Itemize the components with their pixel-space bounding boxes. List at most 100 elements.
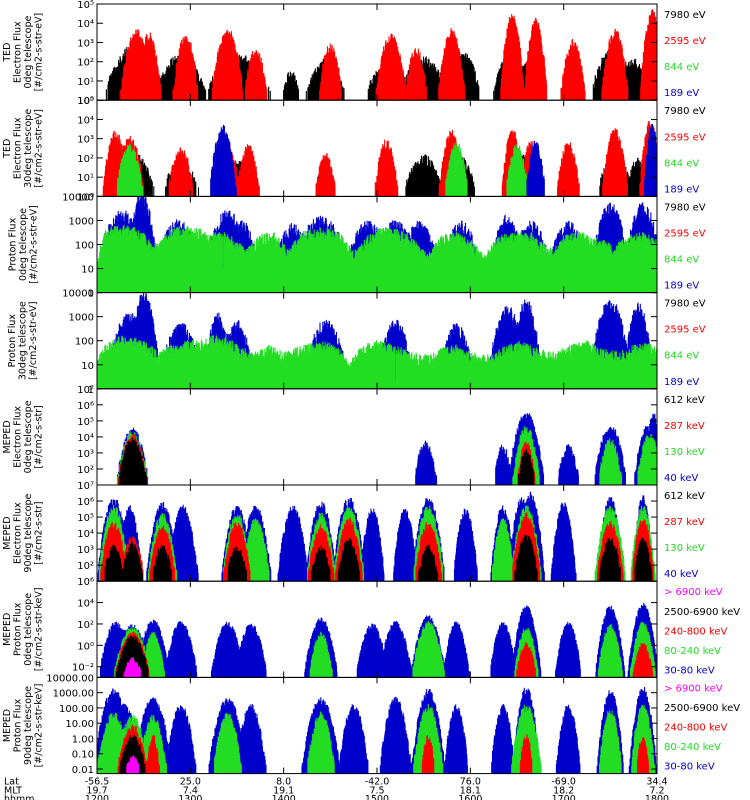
panel-3-ytick-label-4: 1000 bbox=[69, 216, 94, 227]
x-row-name-hhmm: hhmm bbox=[4, 794, 35, 800]
x-row-lat-value-5: 76.0 bbox=[460, 777, 481, 788]
panel-7-legend-1: > 6900 keV bbox=[664, 587, 723, 598]
panel-8-legend-4: 80-240 keV bbox=[664, 742, 721, 753]
panel-7-series-4 bbox=[116, 635, 149, 678]
x-row-hhmm-value-5: 1600 bbox=[458, 794, 482, 800]
panel-5-series-3 bbox=[118, 434, 536, 485]
panel-2-ylabel-line-4: [#/cm2-s-str-eV] bbox=[34, 109, 45, 188]
panel-5-ylabel-line-1: MEPED bbox=[2, 420, 13, 453]
panel-2-legend-2: 2595 eV bbox=[664, 132, 706, 143]
panel-6-ytick-label-1: 10² bbox=[77, 561, 94, 572]
panel-8-legend-3: 240-800 keV bbox=[664, 723, 728, 734]
panel-1-legend-4: 189 eV bbox=[664, 88, 699, 99]
panel-8-ytick-label-3: 1.00 bbox=[72, 734, 94, 745]
panel-6-ylabel-line-3: 90deg telescope bbox=[23, 493, 34, 572]
panel-6-ylabel: MEPED Electron Flux 90deg telescope [#/cm2-… bbox=[2, 493, 45, 572]
panel-7-ylabel-line-1: MEPED bbox=[2, 613, 13, 646]
panel-7-legend-3: 240-800 keV bbox=[664, 626, 728, 637]
panel-2-legend-4: 189 eV bbox=[664, 184, 699, 195]
panel-2-ytick-label-1: 10⁰ bbox=[77, 192, 94, 203]
panel-2-ylabel-line-2: Electron Flux bbox=[13, 117, 24, 179]
panel-1-legend-3: 844 eV bbox=[664, 62, 699, 73]
panel-4-ylabel: Proton Flux 30deg telescope [#/cm2-s-str-e… bbox=[7, 301, 39, 380]
panel-8-ylabel-line-4: [#/cm2-s-str-keV] bbox=[34, 684, 45, 768]
panel-7-series-1 bbox=[99, 602, 657, 678]
panel-1-plot bbox=[105, 9, 657, 101]
x-row-hhmm-value-7: 1800 bbox=[645, 794, 669, 800]
panel-5: 10² 10³ 10⁴ 10⁵ 10⁶ 10⁷ MEPED Electron Flux 0deg… bbox=[2, 385, 705, 486]
panel-2-series-3 bbox=[116, 141, 528, 197]
panel-6-ytick-label-4: 10⁵ bbox=[77, 513, 94, 524]
x-row-lat-value-3: 8.0 bbox=[276, 777, 291, 788]
panel-8-ytick-label-2: 0.10 bbox=[72, 750, 94, 761]
panel-2-ytick-label-2: 10¹ bbox=[77, 173, 94, 184]
panel-7-ytick-label-4: 10⁴ bbox=[77, 599, 94, 610]
x-row-hhmm-value-4: 1500 bbox=[365, 794, 389, 800]
panel-3-legend-1: 7980 eV bbox=[664, 202, 706, 213]
panel-1-ytick-label-3: 10² bbox=[77, 58, 94, 69]
panel-8-ylabel-line-3: 90deg telescope bbox=[23, 686, 34, 765]
x-row-mlt-value-2: 7.4 bbox=[183, 785, 198, 796]
panel-2-ytick-label-4: 10³ bbox=[77, 135, 94, 146]
panel-6-ytick-label-2: 10³ bbox=[77, 545, 94, 556]
panel-4-legend-3: 844 eV bbox=[664, 351, 699, 362]
panel-3-ylabel-line-1: Proton Flux bbox=[7, 217, 18, 271]
panel-8: 0.010.101.0010.00100.001000.0010000.00ME… bbox=[2, 673, 740, 776]
panel-5-series-4 bbox=[118, 437, 535, 485]
panel-5-ytick-label-6: 10⁷ bbox=[77, 385, 94, 396]
panel-4-ytick-label-2: 10 bbox=[81, 361, 94, 372]
panel-4-ytick-label-3: 100 bbox=[75, 337, 94, 348]
x-row-lat-value-7: 34.4 bbox=[646, 777, 667, 788]
panel-6-ylabel-line-2: Electron Flux bbox=[13, 502, 24, 564]
panel-6-series-1 bbox=[97, 491, 654, 582]
panel-6: 10² 10³ 10⁴ 10⁵ 10⁶ 10⁷ MEPED Electron Flux 90de… bbox=[2, 481, 705, 582]
panel-5-ylabel-line-3: 0deg telescope bbox=[23, 400, 34, 473]
panel-1-ylabel-line-1: TED bbox=[2, 43, 13, 63]
panel-5-ytick-label-2: 10³ bbox=[77, 449, 94, 460]
panel-3-series-2 bbox=[97, 225, 657, 293]
panel-3-ytick-label-3: 100 bbox=[75, 241, 94, 252]
panel-5-series-1 bbox=[117, 413, 657, 485]
panel-1-legend-1: 7980 eV bbox=[664, 10, 706, 21]
panel-8-ylabel: MEPED Proton Flux 90deg telescope [#/cm2-s-… bbox=[2, 684, 45, 768]
panel-1-ylabel-line-2: Electron Flux bbox=[13, 21, 24, 83]
panel-6-legend-1: 612 keV bbox=[664, 491, 705, 502]
panel-7-series-5 bbox=[123, 657, 142, 678]
x-row-mlt-value-1: 19.7 bbox=[86, 785, 107, 796]
panel-2-ylabel-line-3: 30deg telescope bbox=[23, 109, 34, 188]
panel-5-ytick-label-3: 10⁴ bbox=[77, 433, 94, 444]
panel-8-legend-2: 2500-6900 keV bbox=[664, 703, 740, 714]
panel-1-ylabel-line-3: 0deg telescope bbox=[23, 16, 34, 89]
panel-8-series-1 bbox=[97, 687, 657, 774]
panel-4-plot bbox=[97, 292, 657, 389]
x-row-mlt-value-4: 7.5 bbox=[369, 785, 384, 796]
x-row-mlt-value-6: 18.2 bbox=[553, 785, 574, 796]
panel-6-ytick-label-6: 10⁷ bbox=[77, 481, 94, 492]
x-row-lat-value-1: -56.5 bbox=[85, 777, 110, 788]
panel-8-ylabel-line-1: MEPED bbox=[2, 709, 13, 742]
panel-3-ytick-label-2: 10 bbox=[81, 265, 94, 276]
panel-5-legend-3: 130 keV bbox=[664, 447, 705, 458]
x-row-mlt-value-7: 7.2 bbox=[649, 785, 664, 796]
panel-6-ytick-label-5: 10⁶ bbox=[77, 497, 94, 508]
panel-8-ytick-label-7: 10000.00 bbox=[46, 673, 94, 684]
panel-5-legend-1: 612 keV bbox=[664, 395, 705, 406]
panel-1-ytick-label-2: 10¹ bbox=[77, 77, 94, 88]
panel-7-ylabel-line-3: 0deg telescope bbox=[23, 593, 34, 666]
panel-2-ytick-label-3: 10² bbox=[77, 154, 94, 165]
panel-8-legend-1: > 6900 keV bbox=[664, 683, 723, 694]
panel-1-ytick-label-6: 10⁵ bbox=[77, 0, 94, 11]
panel-1-ytick-label-1: 10⁰ bbox=[77, 96, 94, 107]
panel-7: 10⁻² 10⁰ 10² 10⁴ 10⁶ MEPED Proton Flux 0deg tel… bbox=[2, 577, 740, 678]
panel-2-plot bbox=[102, 121, 657, 197]
panel-6-plot bbox=[97, 491, 656, 582]
panel-2-ytick-label-5: 10⁴ bbox=[77, 115, 94, 126]
panel-7-legend-4: 80-240 keV bbox=[664, 646, 721, 657]
panel-7-ylabel-line-2: Proton Flux bbox=[13, 602, 24, 656]
panel-1-legend-2: 2595 eV bbox=[664, 36, 706, 47]
panel-1-ytick-label-5: 10⁴ bbox=[77, 19, 94, 30]
panel-2-legend-1: 7980 eV bbox=[664, 106, 706, 117]
panel-7-ylabel-line-4: [#/cm2-s-str-keV] bbox=[34, 587, 45, 671]
